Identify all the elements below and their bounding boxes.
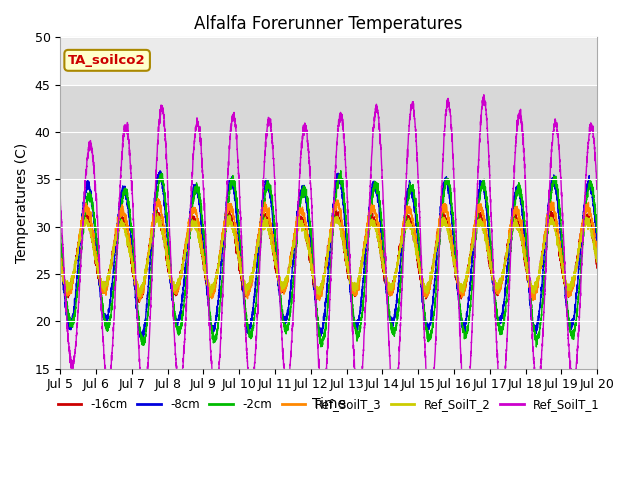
X-axis label: Time: Time xyxy=(312,397,346,411)
Legend: -16cm, -8cm, -2cm, Ref_SoilT_3, Ref_SoilT_2, Ref_SoilT_1: -16cm, -8cm, -2cm, Ref_SoilT_3, Ref_Soil… xyxy=(53,393,605,416)
Title: Alfalfa Forerunner Temperatures: Alfalfa Forerunner Temperatures xyxy=(195,15,463,33)
Bar xyxy=(60,84,597,180)
Y-axis label: Temperatures (C): Temperatures (C) xyxy=(15,143,29,263)
Text: TA_soilco2: TA_soilco2 xyxy=(68,54,146,67)
